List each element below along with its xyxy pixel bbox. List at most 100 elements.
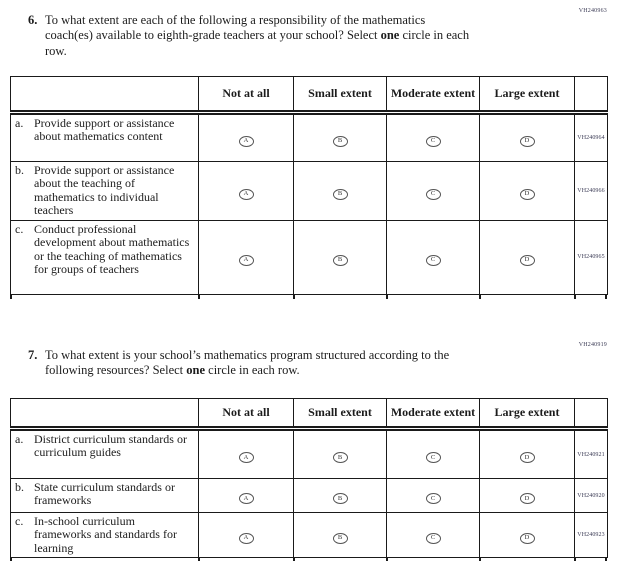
answer-oval[interactable]: D xyxy=(519,493,535,505)
answer-oval[interactable]: A xyxy=(238,532,254,544)
question-line: circle in each xyxy=(399,28,470,43)
question-line: coach(es) available to eighth-grade teac… xyxy=(45,28,381,43)
rule-stub xyxy=(10,294,12,299)
answer-oval[interactable]: B xyxy=(332,255,348,266)
answer-oval[interactable]: D xyxy=(519,452,535,464)
q6-table: Not at all Small extent Moderate extent … xyxy=(10,76,608,295)
q7-response-table: Not at all Small extent Moderate extent … xyxy=(10,398,608,561)
table-row: a. District curriculum standards or curr… xyxy=(10,428,608,479)
rule-stub xyxy=(198,294,200,299)
form-code-q7: VH240919 xyxy=(578,342,607,348)
row-code: VH240923 xyxy=(574,511,608,559)
table-row: c. Conduct professional development abou… xyxy=(10,219,608,295)
answer-oval[interactable]: B xyxy=(332,135,348,147)
row-letter: b. xyxy=(15,163,24,177)
row-label: Provide support or assistance about the … xyxy=(34,163,175,218)
row-code: VH240966 xyxy=(574,161,608,221)
column-header-small-extent: Small extent xyxy=(293,398,387,431)
answer-oval[interactable]: D xyxy=(519,188,535,200)
question-6: 6. To what extent are each of the follow… xyxy=(28,13,469,59)
table-row: b. State curriculum standards or framewo… xyxy=(10,478,608,513)
answer-oval[interactable]: B xyxy=(332,452,348,464)
row-statement: b. State curriculum standards or framewo… xyxy=(10,478,199,513)
row-statement: a. District curriculum standards or curr… xyxy=(10,428,199,479)
row-code: VH240921 xyxy=(574,428,608,479)
row-statement: a. Provide support or assistance about m… xyxy=(10,112,199,162)
column-header-not-at-all: Not at all xyxy=(198,398,294,431)
answer-oval[interactable]: B xyxy=(332,188,348,200)
row-letter: a. xyxy=(15,116,24,130)
answer-oval[interactable]: A xyxy=(238,135,254,147)
answer-oval[interactable]: A xyxy=(238,255,254,266)
answer-oval[interactable]: A xyxy=(238,452,254,464)
answer-oval[interactable]: B xyxy=(332,532,348,544)
column-header-small-extent: Small extent xyxy=(293,76,387,115)
rule-stub xyxy=(10,558,12,561)
row-label: Conduct professional development about m… xyxy=(34,221,190,277)
bold-word: one xyxy=(186,363,206,378)
answer-oval[interactable]: C xyxy=(425,532,441,544)
question-line: To what extent are each of the following… xyxy=(45,13,426,27)
rule-stub xyxy=(574,294,576,299)
rule-stub xyxy=(386,558,388,561)
rule-stub xyxy=(386,294,388,299)
row-code: VH240964 xyxy=(574,112,608,162)
header-row: Not at all Small extent Moderate extent … xyxy=(10,398,608,431)
question-text: To what extent are each of the following… xyxy=(45,13,469,59)
answer-oval[interactable]: D xyxy=(519,135,535,147)
row-statement: c. Conduct professional development abou… xyxy=(10,219,199,295)
form-code-q6: VH240963 xyxy=(578,8,607,14)
table-row: c. In-school curriculum frameworks and s… xyxy=(10,511,608,559)
row-label: District curriculum standards or curricu… xyxy=(34,432,187,460)
row-letter: c. xyxy=(15,514,24,528)
code-column-header xyxy=(574,398,608,431)
answer-oval[interactable]: C xyxy=(425,188,441,200)
rule-stub xyxy=(293,294,295,299)
rule-stub xyxy=(479,558,481,561)
answer-oval[interactable]: C xyxy=(425,452,441,464)
header-row: Not at all Small extent Moderate extent … xyxy=(10,76,608,115)
row-letter: a. xyxy=(15,432,24,446)
column-header-large-extent: Large extent xyxy=(479,76,575,115)
rule-stub xyxy=(574,558,576,561)
answer-oval[interactable]: C xyxy=(425,493,441,505)
table-row: a. Provide support or assistance about m… xyxy=(10,112,608,162)
row-statement: b. Provide support or assistance about t… xyxy=(10,161,199,221)
answer-oval[interactable]: B xyxy=(332,493,348,505)
column-header-not-at-all: Not at all xyxy=(198,76,294,115)
bold-word: one xyxy=(380,28,400,43)
question-number: 6. xyxy=(28,13,38,27)
column-header-moderate-extent: Moderate extent xyxy=(386,76,480,115)
answer-oval[interactable]: D xyxy=(519,255,535,266)
question-line: row. xyxy=(45,43,67,58)
rule-stub xyxy=(605,558,607,561)
stub-header xyxy=(10,398,199,431)
row-code: VH240920 xyxy=(574,478,608,513)
row-statement: c. In-school curriculum frameworks and s… xyxy=(10,511,199,559)
rule-stub xyxy=(605,294,607,299)
code-column-header xyxy=(574,76,608,115)
row-letter: c. xyxy=(15,221,24,236)
row-letter: b. xyxy=(15,480,24,494)
table-row: b. Provide support or assistance about t… xyxy=(10,161,608,221)
stub-header xyxy=(10,76,199,115)
q7-table: Not at all Small extent Moderate extent … xyxy=(10,398,608,559)
answer-oval[interactable]: C xyxy=(425,255,441,266)
rule-stub xyxy=(479,294,481,299)
question-number: 7. xyxy=(28,348,38,362)
row-label: In-school curriculum frameworks and stan… xyxy=(34,514,177,555)
answer-oval[interactable]: C xyxy=(425,135,441,147)
rule-stub xyxy=(293,558,295,561)
row-code: VH240965 xyxy=(574,219,608,295)
answer-oval[interactable]: A xyxy=(238,493,254,505)
answer-oval[interactable]: D xyxy=(519,532,535,544)
rule-stub xyxy=(198,558,200,561)
row-label: Provide support or assistance about math… xyxy=(34,116,175,144)
question-text: To what extent is your school’s mathemat… xyxy=(45,348,449,379)
question-7: 7. To what extent is your school’s mathe… xyxy=(28,348,449,379)
question-line: To what extent is your school’s mathemat… xyxy=(45,348,450,362)
column-header-large-extent: Large extent xyxy=(479,398,575,431)
answer-oval[interactable]: A xyxy=(238,188,254,200)
column-header-moderate-extent: Moderate extent xyxy=(386,398,480,431)
